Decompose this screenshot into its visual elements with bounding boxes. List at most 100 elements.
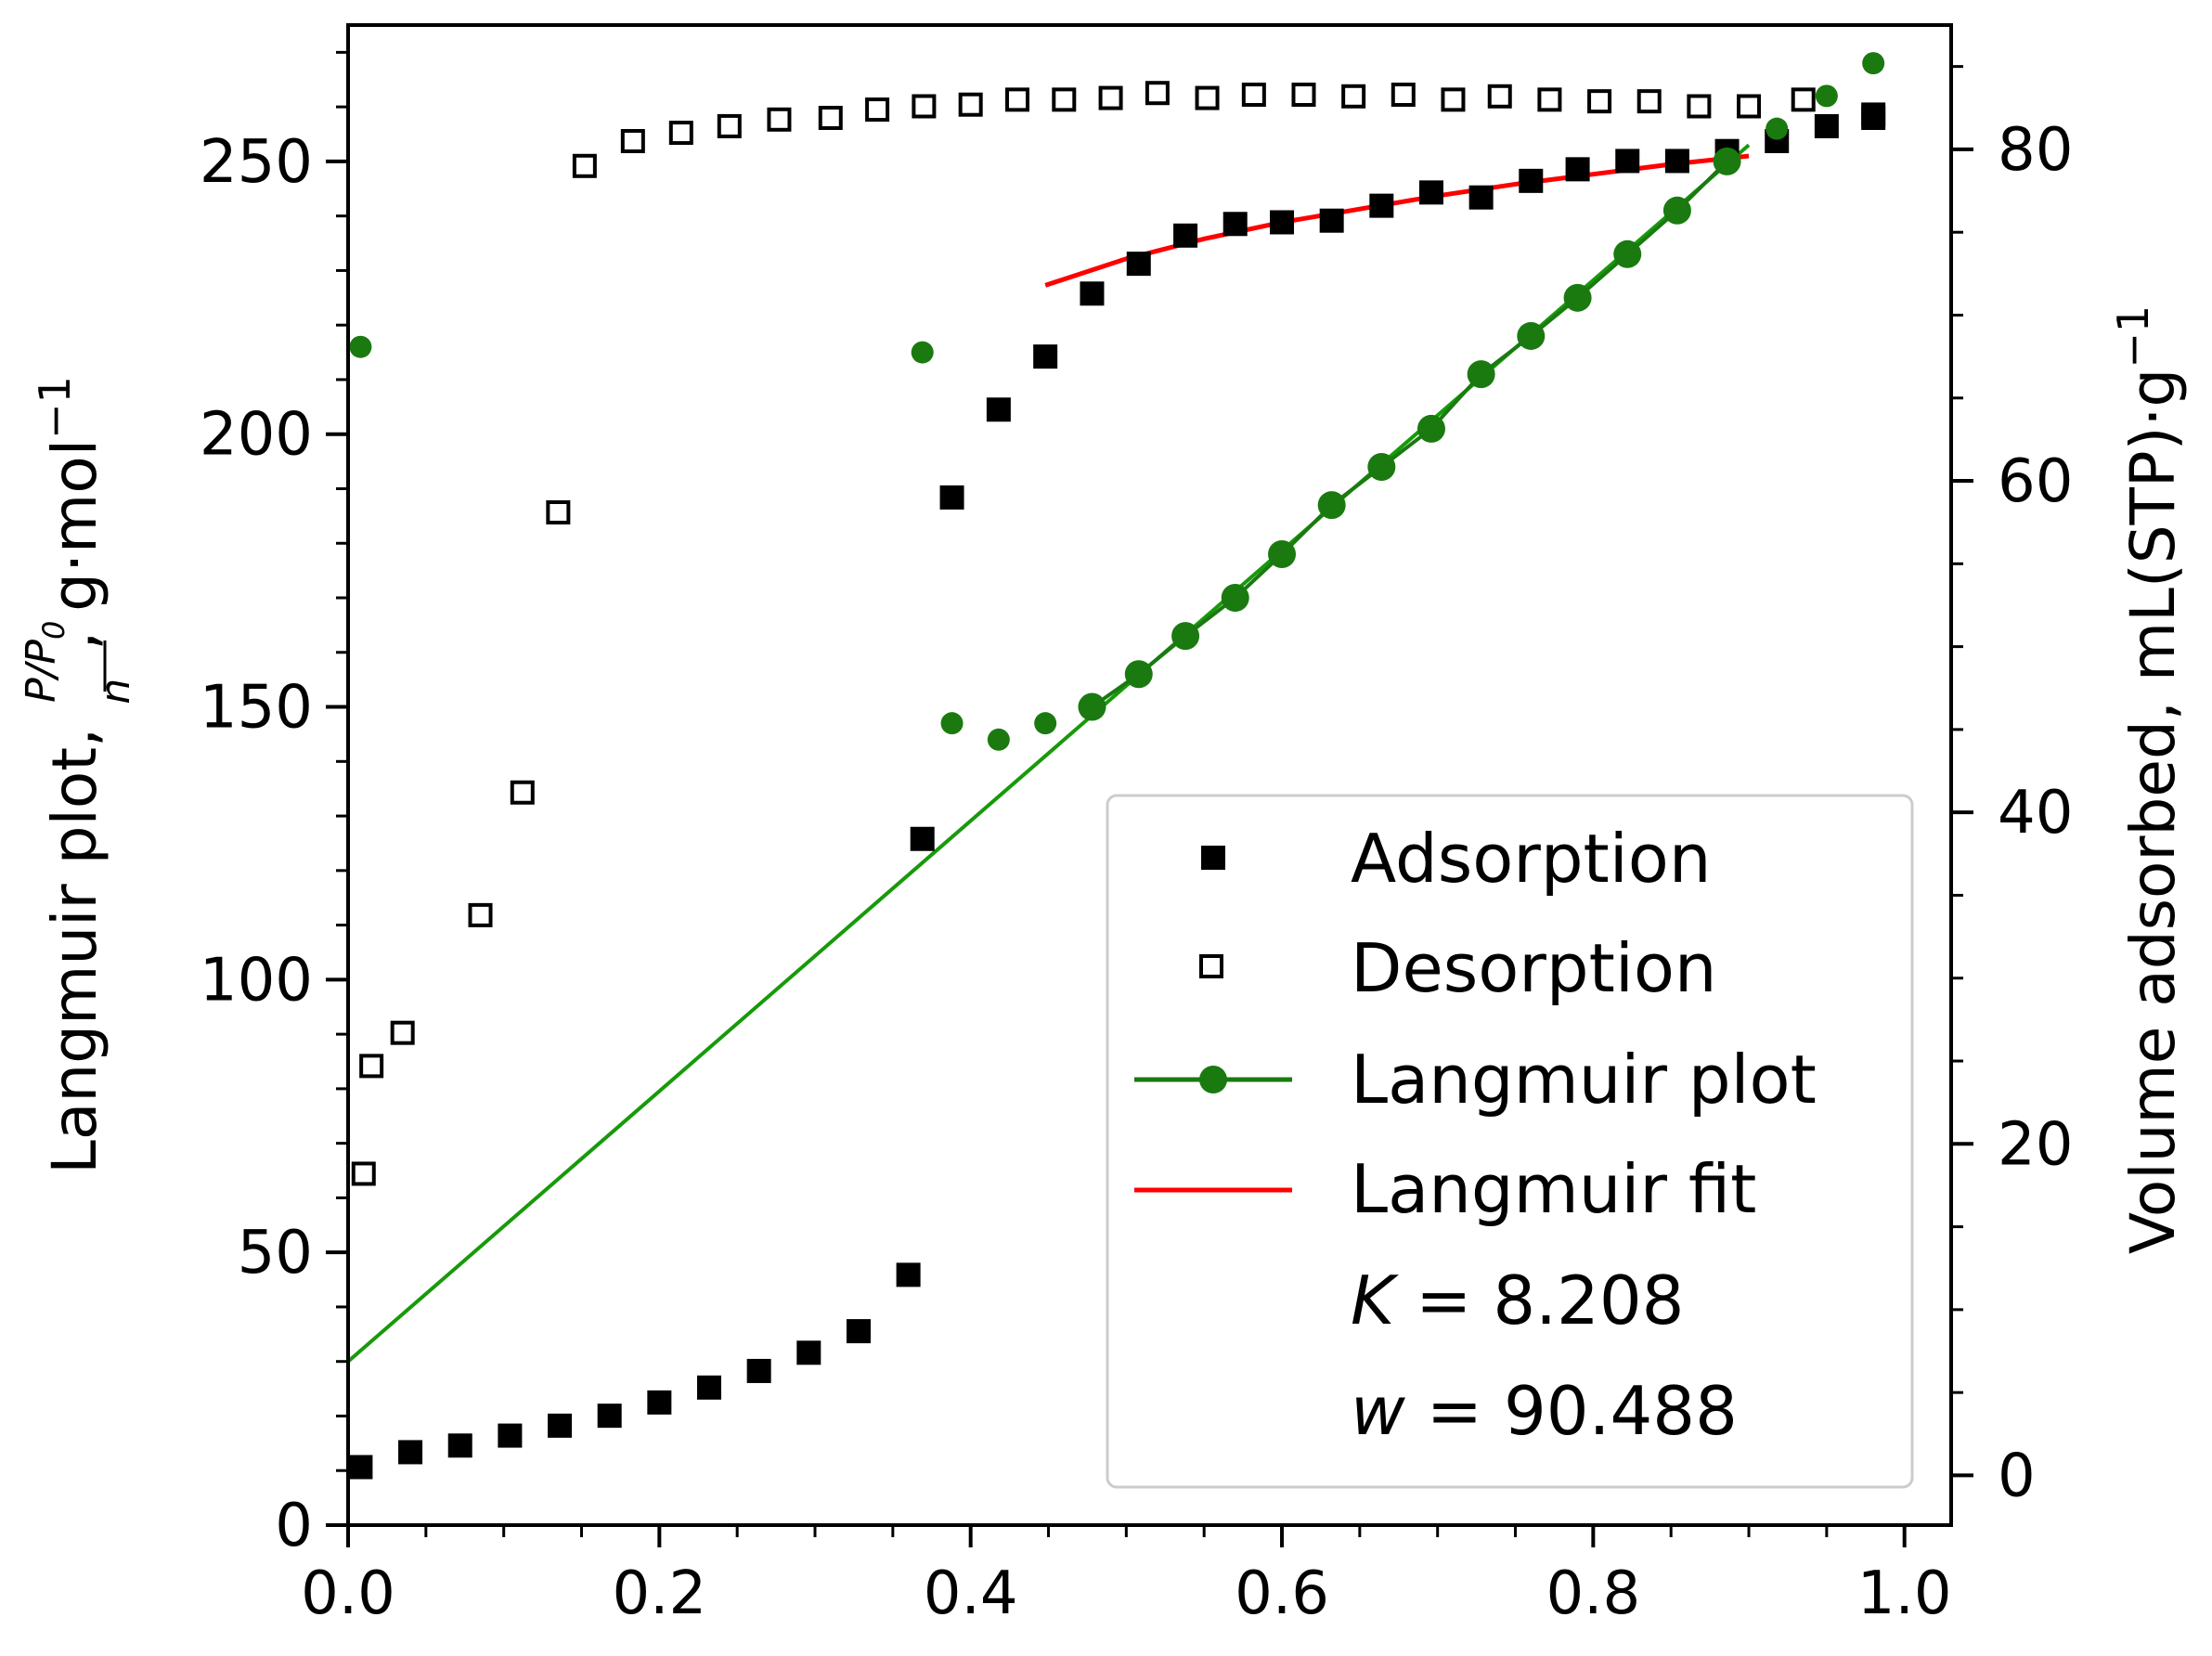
desorption-point: [1737, 94, 1762, 119]
left-tick-label: 50: [238, 1219, 313, 1287]
right-axis-title: Volume adsorbed, mL(STP)·g−1: [2108, 305, 2189, 1254]
legend-adsorption-label: Adsorption: [1351, 820, 1711, 898]
desorption-point: [668, 121, 693, 146]
right-tick-label: 60: [1998, 447, 2073, 516]
desorption-point: [717, 113, 742, 138]
langmuir-plot-point: [940, 712, 964, 735]
x-tick-label: 0.2: [612, 1559, 706, 1628]
legend-desorption-label: Desorption: [1351, 929, 1717, 1007]
legend-desorption-marker: [1199, 954, 1223, 978]
left-tick-label: 150: [200, 674, 313, 743]
legend-langmuir-fit-label: Langmuir fit: [1351, 1150, 1756, 1228]
right-axis-title-sup: −1: [2108, 305, 2158, 369]
adsorption-point: [548, 1413, 573, 1438]
left-axis-frac-num-sub: 0: [36, 621, 71, 640]
x-tick-label: 0.8: [1546, 1559, 1640, 1628]
desorption-point: [818, 105, 843, 130]
desorption-point: [1291, 82, 1316, 107]
langmuir-plot-point: [1467, 360, 1495, 389]
adsorption-point: [1418, 180, 1443, 205]
left-tick-label: 250: [200, 128, 313, 197]
desorption-point: [912, 94, 937, 119]
left-axis-title-suffix: , g·mol: [39, 439, 110, 651]
langmuir-plot-point: [349, 335, 372, 358]
legend-param-k: K = 8.208: [1351, 1261, 1684, 1339]
langmuir-plot-point: [987, 728, 1010, 751]
legend-param-k-value: = 8.208: [1394, 1261, 1684, 1339]
desorption-point: [1241, 82, 1266, 107]
desorption-point: [1687, 94, 1712, 119]
langmuir-plot-point: [1034, 712, 1057, 735]
langmuir-plot-point: [1268, 540, 1297, 569]
legend-param-k-symbol: K: [1351, 1261, 1399, 1339]
adsorption-point: [348, 1455, 373, 1480]
adsorption-point: [910, 826, 935, 851]
adsorption-point: [1369, 193, 1394, 218]
desorption-point: [1004, 87, 1029, 112]
desorption-point: [572, 153, 597, 178]
adsorption-point: [1319, 208, 1344, 233]
adsorption-point: [1615, 149, 1640, 174]
adsorption-point: [1126, 252, 1151, 277]
adsorption-point: [846, 1319, 871, 1344]
desorption-point: [1587, 89, 1612, 114]
plot-frame: [346, 23, 1953, 1527]
adsorption-point: [896, 1262, 921, 1287]
legend-param-w-symbol: w: [1351, 1372, 1405, 1450]
adsorption-point: [1222, 212, 1248, 237]
desorption-point: [1341, 84, 1366, 109]
desorption-point: [1098, 85, 1123, 110]
legend-adsorption-marker: [1201, 846, 1225, 870]
adsorption-point: [447, 1433, 472, 1458]
desorption-point: [767, 107, 792, 132]
langmuir-plot-point: [1517, 321, 1546, 350]
desorption-point: [865, 97, 890, 123]
left-tick-label: 0: [275, 1492, 313, 1560]
desorption-point: [1791, 87, 1816, 112]
right-tick-label: 0: [1998, 1442, 2036, 1510]
desorption-point: [1441, 87, 1466, 112]
legend-param-w: w = 90.488: [1351, 1372, 1738, 1450]
left-axis-title-prefix: Langmuir plot,: [39, 708, 110, 1174]
langmuir-plot-point: [1662, 196, 1691, 225]
left-axis-title-sup: −1: [30, 376, 80, 439]
right-tick-label: 80: [1998, 116, 2073, 185]
desorption-point: [620, 128, 645, 153]
adsorption-point: [1519, 168, 1544, 193]
langmuir-plot-point: [1563, 283, 1592, 312]
left-tick-label: 100: [200, 946, 313, 1015]
right-tick-label: 40: [1998, 779, 2073, 847]
adsorption-point: [1565, 157, 1590, 182]
legend-langmuir-plot-marker: [1199, 1066, 1227, 1093]
langmuir-plot-point: [1124, 660, 1153, 689]
left-axis-frac-num: P/P: [18, 640, 65, 703]
desorption-point: [1195, 85, 1220, 110]
x-tick-label: 1.0: [1857, 1559, 1952, 1628]
desorption-point: [1487, 84, 1512, 109]
adsorption-point: [1270, 210, 1295, 235]
langmuir-plot-point: [1862, 52, 1885, 75]
langmuir-plot-point: [1078, 692, 1106, 721]
adsorption-point: [1814, 113, 1839, 138]
adsorption-point: [1173, 223, 1198, 248]
x-tick-label: 0.6: [1235, 1559, 1329, 1628]
data-layer: [346, 52, 1886, 1480]
langmuir-plot-point: [1367, 452, 1396, 481]
adsorption-point: [1468, 185, 1494, 210]
right-axis-title-main: Volume adsorbed, mL(STP)·g: [2117, 369, 2189, 1255]
langmuir-plot-point: [1613, 239, 1642, 268]
adsorption-point: [986, 397, 1011, 422]
langmuir-plot-point: [911, 341, 934, 364]
left-tick-label: 200: [200, 401, 313, 470]
right-tick-label: 20: [1998, 1110, 2073, 1179]
adsorption-point: [1664, 149, 1689, 174]
legend-param-w-value: = 90.488: [1405, 1372, 1738, 1450]
langmuir-plot-point: [1815, 84, 1838, 108]
left-axis-frac-den: n: [92, 679, 139, 705]
langmuir-plot-point: [1416, 414, 1445, 443]
desorption-point: [1391, 82, 1416, 107]
desorption-point: [351, 1161, 376, 1186]
desorption-point: [390, 1020, 415, 1045]
langmuir-plot-point: [1221, 584, 1249, 613]
langmuir-plot-point: [1766, 117, 1789, 140]
